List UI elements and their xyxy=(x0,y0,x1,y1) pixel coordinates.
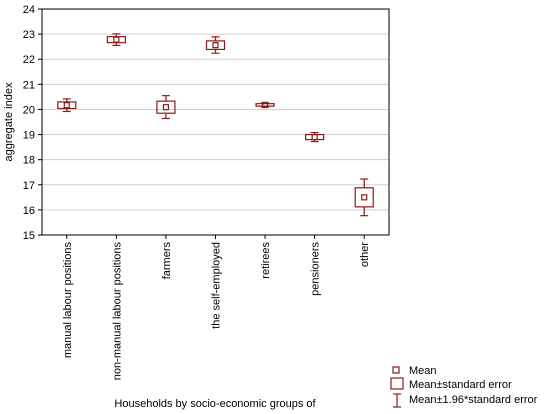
se-box-0 xyxy=(57,101,77,110)
y-tick-label-18: 18 xyxy=(23,155,35,167)
y-tick-label-19: 19 xyxy=(23,130,35,142)
mean-marker-6 xyxy=(361,194,368,201)
y-tick-label-21: 21 xyxy=(23,79,35,91)
se-box-3 xyxy=(205,40,226,51)
legend-se-label: Mean±standard error xyxy=(409,379,512,391)
legend-ci-symbol xyxy=(393,393,401,408)
data-marks xyxy=(57,33,374,217)
legend-ci-label: Mean±1.96*standard error xyxy=(409,394,538,406)
legend: Mean Mean±standard error Mean±1.96*stand… xyxy=(390,365,538,408)
gridlines xyxy=(42,33,389,211)
y-axis-ticks: 15 16 17 18 19 20 21 22 23 24 xyxy=(23,4,42,242)
x-tick-label-5: pensioners xyxy=(310,242,322,296)
y-tick-label-24: 24 xyxy=(23,4,35,16)
x-tick-label-0: manual labour positions xyxy=(62,242,74,359)
mean-marker-1 xyxy=(113,36,120,43)
x-axis-ticks: manual labour positions non-manual labour… xyxy=(62,235,371,380)
x-tick-label-2: farmers xyxy=(161,242,173,280)
group-6 xyxy=(354,178,374,217)
legend-mean-symbol xyxy=(392,366,400,374)
y-tick-label-17: 17 xyxy=(23,180,35,192)
group-1 xyxy=(106,33,126,47)
y-tick-label-15: 15 xyxy=(23,230,35,242)
mean-marker-2 xyxy=(162,104,170,111)
legend-mean-label: Mean xyxy=(409,365,437,377)
x-axis-label: Households by socio-economic groups of xyxy=(114,398,316,410)
y-tick-label-22: 22 xyxy=(23,54,35,66)
se-box-2 xyxy=(156,100,176,114)
group-2 xyxy=(156,95,176,120)
mean-marker-4 xyxy=(261,101,269,109)
group-4 xyxy=(255,101,275,109)
x-tick-label-1: non-manual labour positions xyxy=(111,242,123,381)
mean-marker-0 xyxy=(63,102,70,109)
x-tick-label-6: other xyxy=(359,242,371,267)
se-box-4 xyxy=(255,103,275,107)
y-axis-label: aggregate index xyxy=(3,82,15,161)
x-tick-label-4: retirees xyxy=(260,242,272,279)
se-box-6 xyxy=(354,187,374,208)
mean-marker-3 xyxy=(212,42,219,49)
mean-marker-5 xyxy=(311,133,318,141)
y-tick-label-16: 16 xyxy=(23,205,35,217)
y-tick-label-23: 23 xyxy=(23,29,35,41)
se-box-5 xyxy=(305,133,325,141)
group-3 xyxy=(205,36,226,54)
group-0 xyxy=(57,98,77,113)
group-5 xyxy=(305,131,325,143)
x-tick-label-3: the self-employed xyxy=(211,242,223,329)
y-tick-label-20: 20 xyxy=(23,104,35,116)
legend-se-symbol xyxy=(390,377,404,390)
